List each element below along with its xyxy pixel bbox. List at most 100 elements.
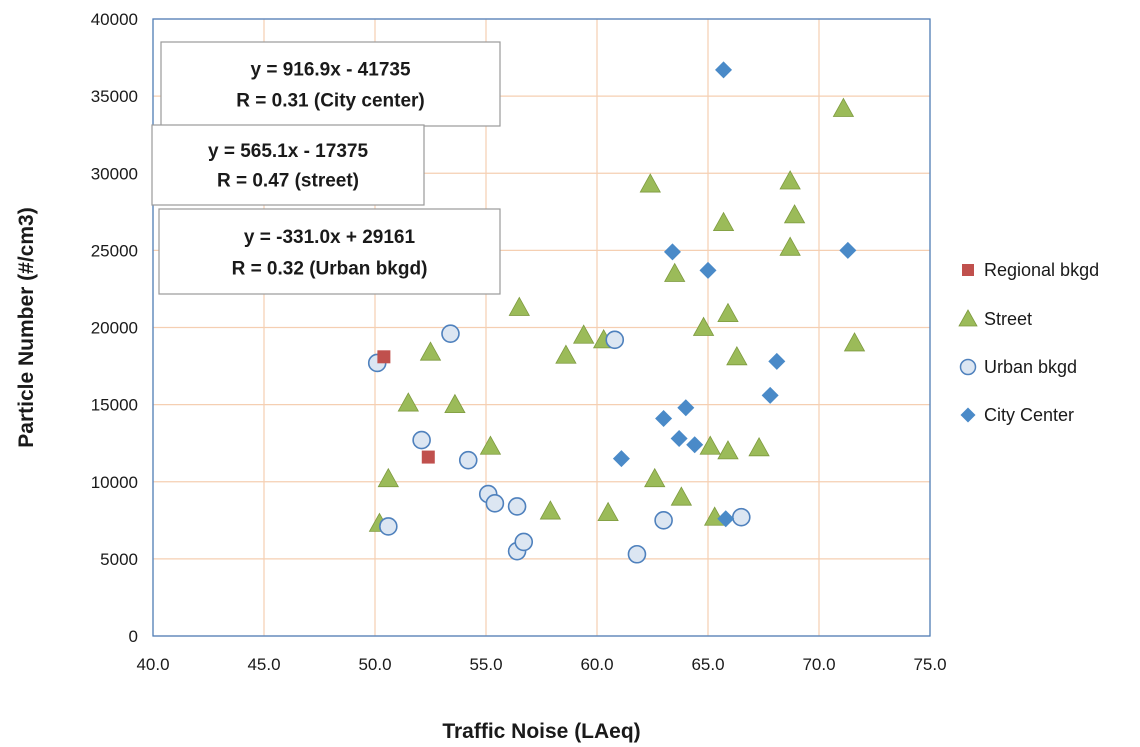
city-center-point	[761, 386, 779, 404]
street-point	[717, 440, 739, 460]
street-point	[717, 302, 739, 323]
urban-bkgd-point	[458, 450, 478, 470]
regression-annotations: y = 916.9x - 41735 R = 0.31 (City center)…	[151, 41, 501, 295]
x-tick-label: 70.0	[802, 655, 835, 674]
street-point	[397, 392, 419, 412]
street-point	[573, 324, 595, 344]
annotation-equation: y = 565.1x - 17375	[208, 141, 368, 162]
street-point	[712, 211, 735, 232]
legend-label: Urban bkgd	[984, 357, 1077, 377]
street-point	[664, 262, 686, 282]
legend-marker	[962, 264, 974, 276]
city-center-point	[839, 241, 857, 259]
street-point	[699, 435, 721, 455]
street-point	[779, 236, 801, 256]
street-point	[644, 467, 666, 488]
legend-item: Regional bkgd	[962, 260, 1099, 280]
annotation-correlation: R = 0.31 (City center)	[236, 91, 425, 112]
street-point	[748, 436, 770, 457]
legend: Regional bkgd Street Urban bkgd City Center	[958, 260, 1099, 425]
street-point	[832, 97, 855, 117]
y-tick-label: 25000	[91, 241, 138, 260]
street-point	[670, 486, 693, 506]
street-point	[479, 435, 502, 455]
street-point	[639, 173, 661, 193]
annotation-box-frame	[160, 41, 501, 127]
x-tick-label: 45.0	[247, 655, 280, 674]
legend-marker	[959, 358, 977, 376]
city-center-point	[768, 352, 786, 370]
street-point	[692, 316, 715, 336]
x-tick-label: 60.0	[580, 655, 613, 674]
regional-bkgd-point	[421, 450, 435, 464]
x-axis-tick-labels: 40.0 45.0 50.0 55.0 60.0 65.0 70.0 75.0	[136, 655, 946, 674]
street-point	[555, 344, 577, 364]
street-point	[377, 467, 399, 488]
y-tick-label: 30000	[91, 164, 138, 183]
street-point	[419, 341, 442, 361]
city-center-point	[663, 243, 681, 261]
street-point	[539, 500, 562, 520]
city-center-point	[677, 399, 695, 417]
city-center-point	[612, 450, 630, 468]
city-center-point	[686, 436, 704, 454]
annotation-equation: y = 916.9x - 41735	[250, 60, 410, 81]
annotation-correlation: R = 0.47 (street)	[217, 171, 359, 192]
urban-bkgd-point	[731, 507, 751, 527]
city-center-point	[717, 510, 735, 528]
y-tick-label: 10000	[91, 473, 138, 492]
urban-bkgd-point	[514, 532, 534, 552]
legend-item: Street	[958, 309, 1032, 329]
legend-label: Regional bkgd	[984, 260, 1099, 280]
x-tick-label: 55.0	[469, 655, 502, 674]
x-tick-label: 50.0	[358, 655, 391, 674]
urban-bkgd-point	[485, 494, 505, 513]
regional-bkgd-point	[377, 350, 391, 364]
urban-bkgd-point	[605, 330, 625, 350]
y-axis-tick-labels: 0 5000 10000 15000 20000 25000 30000 35000 40000	[91, 10, 138, 646]
urban-bkgd-point	[412, 430, 431, 450]
legend-marker	[958, 309, 978, 327]
legend-label: Street	[984, 309, 1032, 329]
legend-label: City Center	[984, 405, 1074, 425]
street-point	[726, 345, 748, 366]
y-axis-title: Particle Number (#/cm3)	[15, 207, 38, 447]
urban-bkgd-point	[507, 497, 527, 516]
regression-annotation-box: y = 916.9x - 41735 R = 0.31 (City center)	[160, 41, 501, 127]
urban-bkgd-point	[627, 544, 647, 564]
street-point	[779, 170, 801, 190]
y-tick-label: 5000	[100, 550, 138, 569]
street-point	[843, 332, 866, 352]
annotation-correlation: R = 0.32 (Urban bkgd)	[232, 258, 428, 279]
y-tick-label: 35000	[91, 87, 138, 106]
street-point	[444, 393, 466, 414]
data-points	[367, 61, 866, 564]
regression-annotation-box: y = -331.0x + 29161 R = 0.32 (Urban bkgd)	[158, 208, 501, 295]
city-center-point	[670, 430, 688, 448]
regression-annotation-box: y = 565.1x - 17375 R = 0.47 (street)	[151, 124, 425, 206]
legend-item: City Center	[960, 405, 1074, 425]
urban-bkgd-point	[654, 511, 673, 530]
legend-marker	[960, 407, 976, 423]
annotation-equation: y = -331.0x + 29161	[244, 227, 416, 248]
city-center-point	[655, 410, 673, 428]
x-tick-label: 75.0	[913, 655, 946, 674]
y-tick-label: 15000	[91, 396, 138, 415]
street-point	[508, 296, 530, 316]
legend-item: Urban bkgd	[959, 357, 1077, 377]
city-center-point	[715, 61, 733, 79]
y-tick-label: 40000	[91, 10, 138, 29]
urban-bkgd-point	[441, 324, 460, 343]
annotation-box-frame	[151, 124, 425, 206]
x-axis-title: Traffic Noise (LAeq)	[442, 720, 640, 743]
y-tick-label: 0	[129, 627, 138, 646]
annotation-box-frame	[158, 208, 501, 295]
street-point	[783, 204, 806, 224]
plot-area-border	[152, 18, 931, 637]
street-point	[597, 501, 619, 521]
city-center-point	[699, 261, 717, 279]
y-tick-label: 20000	[91, 319, 138, 338]
x-tick-label: 65.0	[691, 655, 724, 674]
x-tick-label: 40.0	[136, 655, 169, 674]
